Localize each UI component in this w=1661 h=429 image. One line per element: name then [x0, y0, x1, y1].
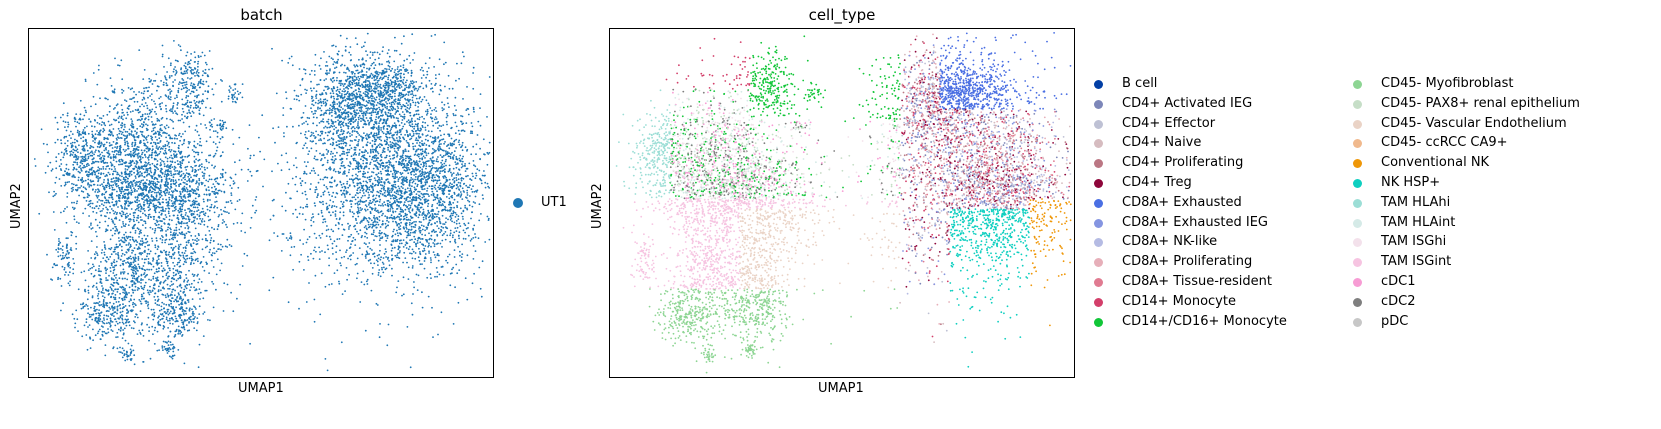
legend-marker — [1353, 159, 1362, 169]
legend-marker — [1094, 238, 1103, 248]
legend-label: CD45- Vascular Endothelium — [1381, 115, 1567, 131]
cell-type-y-axis-label: UMAP2 — [590, 183, 605, 229]
legend-label: CD45- ccRCC CA9+ — [1381, 135, 1508, 151]
legend-marker — [1353, 80, 1362, 89]
legend-label: Conventional NK — [1381, 155, 1490, 171]
legend-marker — [1353, 258, 1362, 268]
cell-type-legend: B cell CD4+ Activated IEG CD4+ Effector CD4… — [1094, 76, 1654, 336]
legend-label: CD45- PAX8+ renal epithelium — [1381, 95, 1580, 111]
cell-type-x-axis-label: UMAP1 — [818, 381, 864, 396]
batch-y-axis-label: UMAP2 — [9, 183, 24, 229]
legend-marker — [1094, 179, 1103, 188]
legend-marker — [1094, 159, 1103, 169]
legend-marker — [1353, 218, 1362, 228]
legend-label: TAM HLAint — [1381, 214, 1456, 230]
legend-marker — [1353, 99, 1362, 109]
batch-scatter-svg — [33, 32, 491, 372]
legend-marker — [1094, 139, 1103, 149]
legend-marker — [1353, 198, 1362, 208]
legend-label: CD4+ Effector — [1122, 115, 1216, 131]
legend-label: CD4+ Naive — [1122, 135, 1202, 151]
cell-type-scatter-plot — [609, 28, 1075, 378]
legend-label: UT1 — [541, 195, 567, 210]
legend-marker — [1094, 258, 1103, 268]
scatter-points — [33, 32, 491, 372]
legend-label: CD14+/CD16+ Monocyte — [1122, 313, 1287, 329]
legend-marker — [1353, 238, 1362, 248]
legend-marker — [1094, 80, 1103, 89]
legend-marker — [1353, 278, 1362, 287]
legend-label: cDC1 — [1381, 274, 1416, 289]
legend-marker — [513, 198, 523, 208]
legend-marker — [1353, 119, 1362, 129]
legend-label: B cell — [1122, 76, 1158, 91]
legend-marker — [1353, 317, 1362, 327]
legend-marker — [1094, 317, 1103, 327]
legend-label: CD4+ Treg — [1122, 175, 1192, 190]
legend-marker — [1094, 198, 1103, 208]
legend-label: CD45- Myofibroblast — [1381, 76, 1514, 91]
legend-label: CD8A+ NK-like — [1122, 234, 1218, 250]
legend-marker — [1094, 119, 1103, 129]
legend-label: cDC2 — [1381, 293, 1416, 309]
cell-type-panel-title: cell_type — [808, 6, 876, 24]
legend-marker — [1353, 297, 1362, 307]
legend-label: pDC — [1381, 313, 1409, 329]
legend-marker — [1094, 218, 1103, 228]
batch-legend: UT1 — [513, 195, 603, 215]
legend-label: CD14+ Monocyte — [1122, 293, 1236, 309]
scatter-points — [615, 32, 1072, 374]
legend-marker — [1353, 139, 1362, 149]
legend-marker — [1353, 179, 1362, 188]
legend-label: TAM HLAhi — [1381, 194, 1451, 210]
legend-label: CD8A+ Exhausted IEG — [1122, 214, 1269, 230]
legend-marker — [1094, 99, 1103, 109]
legend-marker — [1094, 297, 1103, 307]
batch-x-axis-label: UMAP1 — [238, 381, 284, 396]
legend-label: CD8A+ Proliferating — [1122, 254, 1253, 270]
legend-label: TAM ISGhi — [1381, 234, 1447, 250]
legend-label: CD4+ Proliferating — [1122, 155, 1244, 171]
legend-label: CD8A+ Exhausted — [1122, 194, 1242, 210]
batch-panel-title: batch — [240, 6, 283, 24]
cell-type-scatter-svg — [615, 32, 1072, 374]
legend-label: CD4+ Activated IEG — [1122, 95, 1253, 111]
legend-label: TAM ISGint — [1381, 254, 1452, 270]
legend-marker — [1094, 278, 1103, 287]
legend-label: CD8A+ Tissue-resident — [1122, 274, 1272, 289]
legend-label: NK HSP+ — [1381, 175, 1441, 190]
batch-scatter-plot — [28, 28, 494, 378]
